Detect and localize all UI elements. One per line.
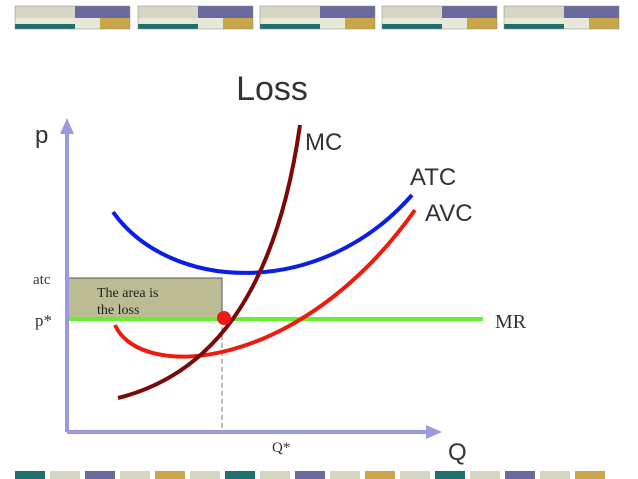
avc-curve <box>113 208 417 359</box>
equilibrium-point <box>217 311 231 325</box>
atc-label: ATC <box>410 164 456 191</box>
bottom-decoration <box>15 471 605 479</box>
avc-label: AVC <box>425 200 473 227</box>
mc-label: MC <box>305 129 342 156</box>
atc-curve <box>111 193 414 275</box>
price-label: p* <box>35 311 52 330</box>
decor-block <box>14 5 131 30</box>
quantity-label: Q* <box>272 440 290 456</box>
top-decoration <box>14 5 620 30</box>
mr-label: MR <box>495 311 527 333</box>
y-axis-label: p <box>35 122 48 149</box>
annotation-line: The area is <box>97 286 158 301</box>
mc-curve <box>117 124 302 400</box>
x-axis-label: Q <box>448 439 467 466</box>
loss-area <box>66 277 223 320</box>
title: Loss <box>236 70 308 108</box>
annotation-line: the loss <box>97 303 139 318</box>
axes <box>60 118 442 439</box>
atc-level-label: atc <box>33 272 51 288</box>
